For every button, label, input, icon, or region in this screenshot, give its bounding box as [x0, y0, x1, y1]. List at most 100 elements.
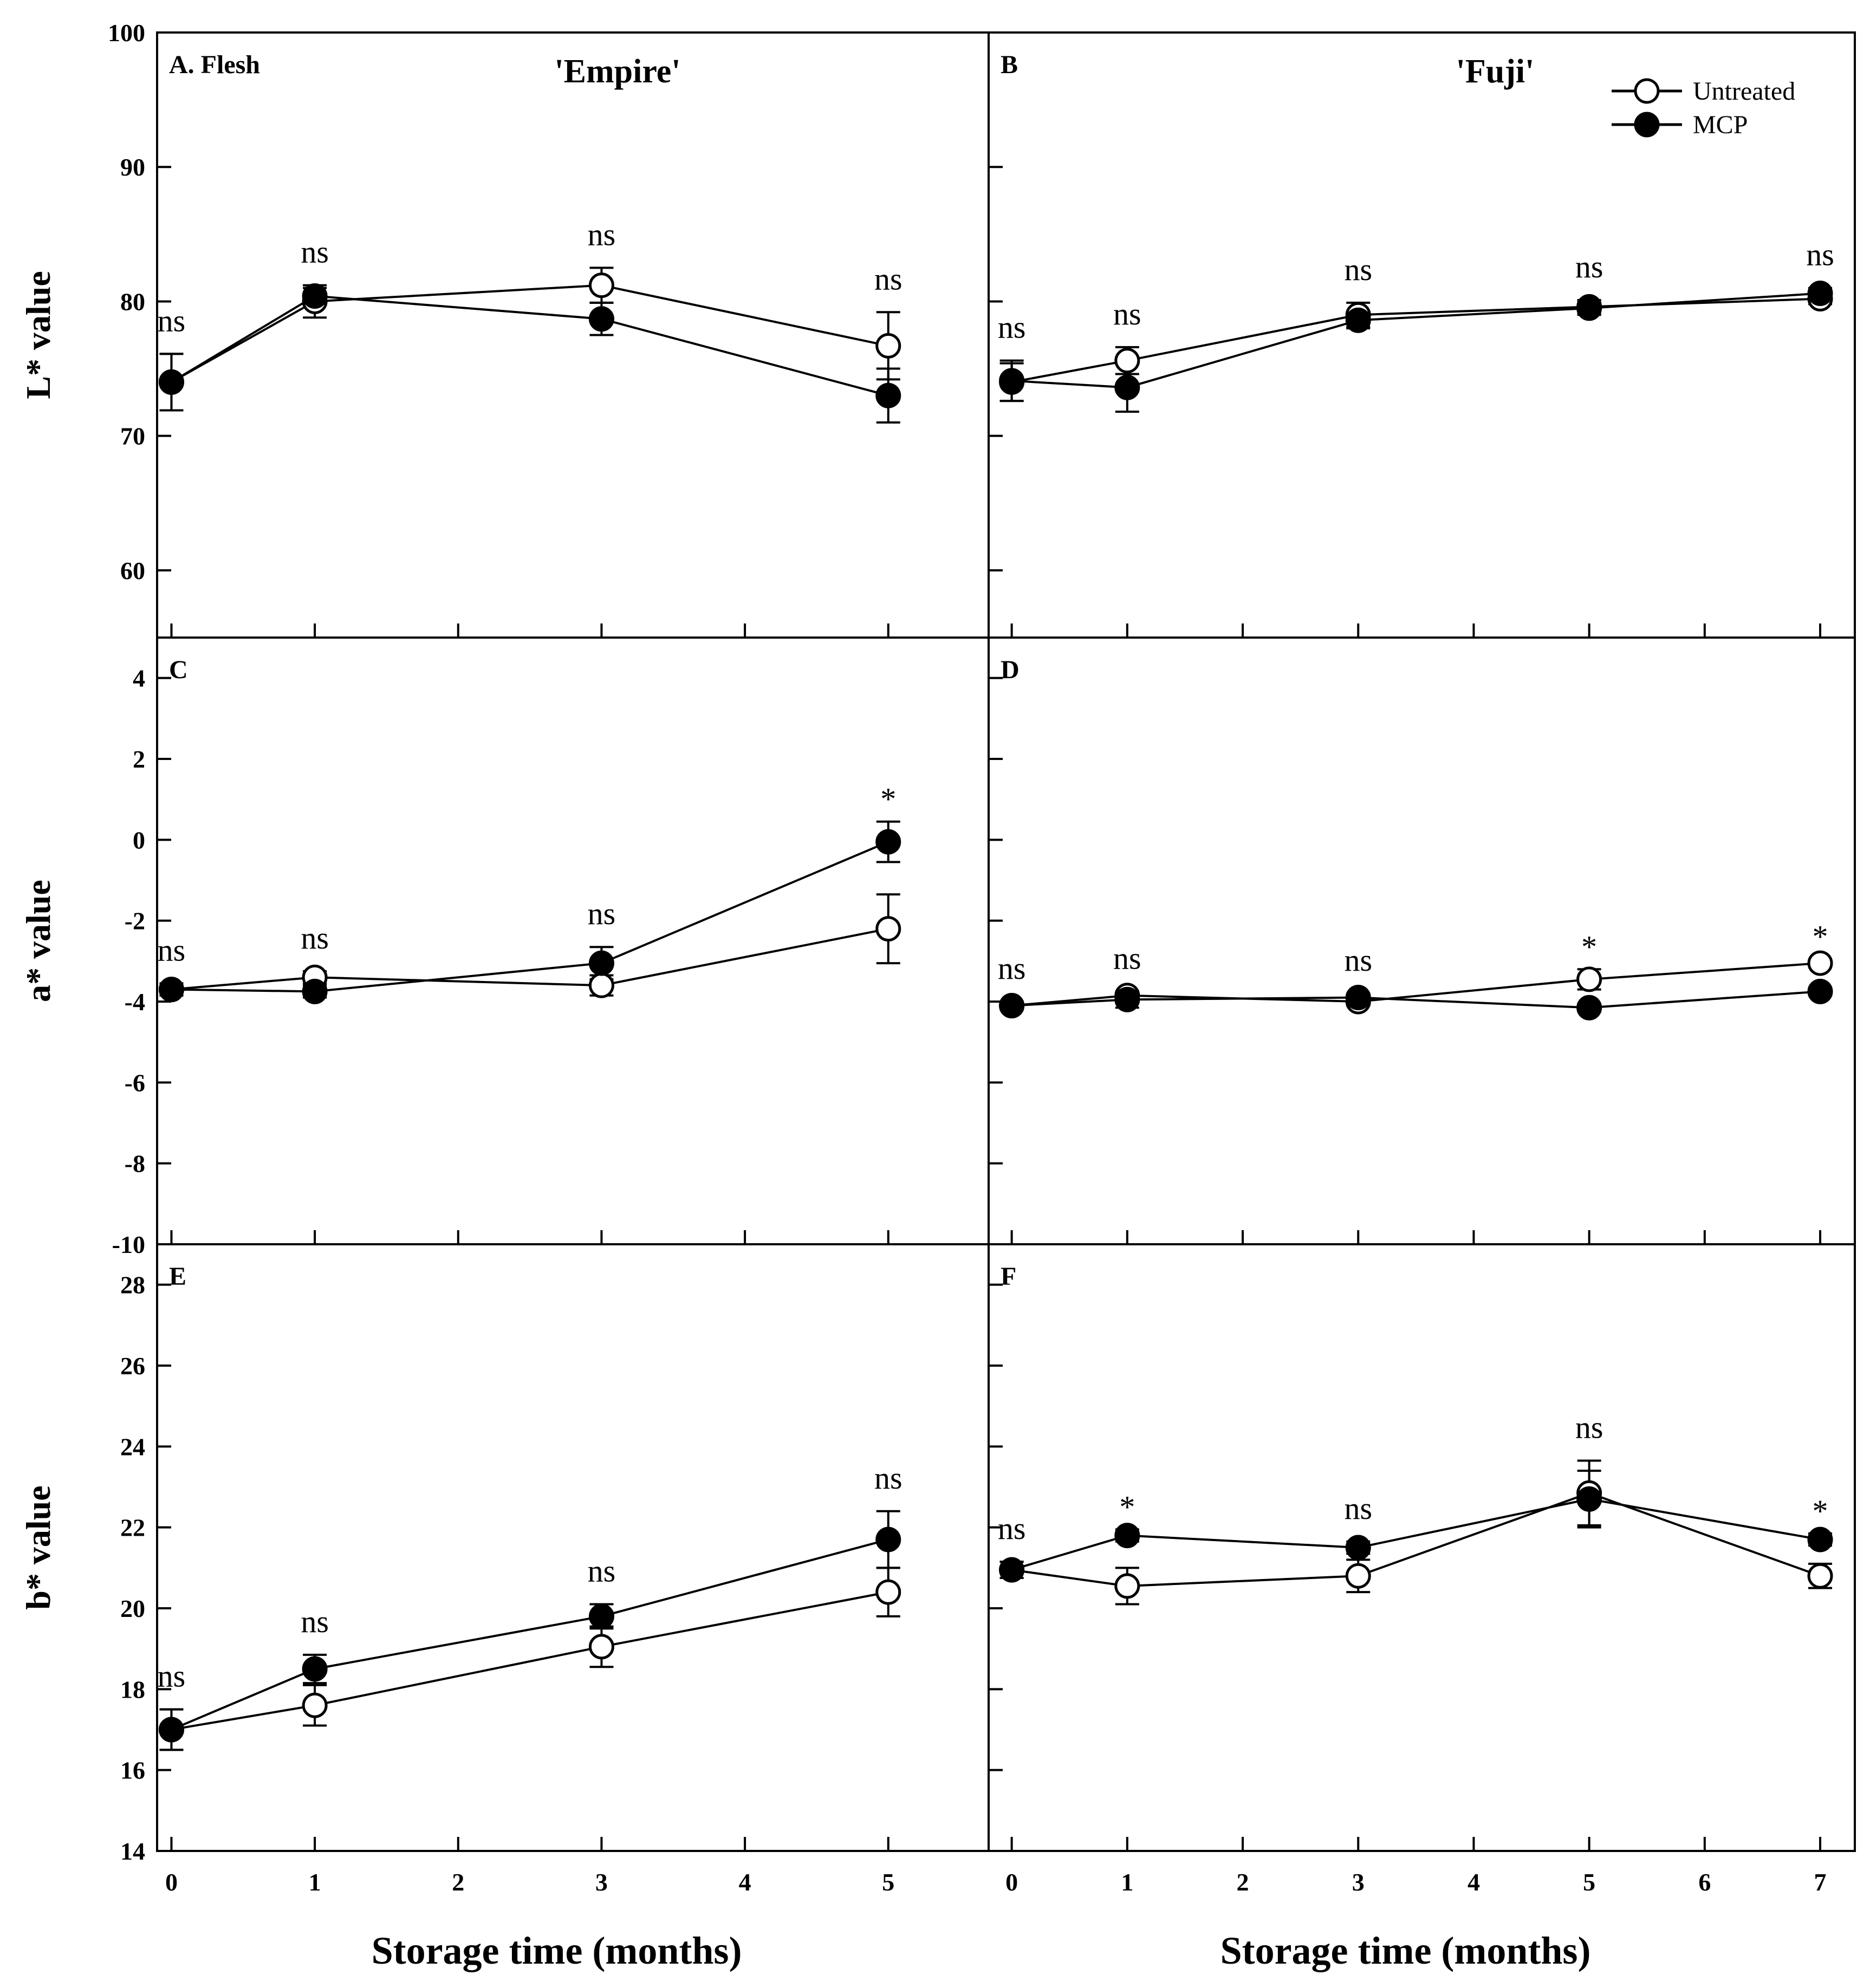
panel-frame	[988, 1243, 1856, 1852]
data-point-untreated	[1807, 950, 1833, 976]
data-point-untreated	[1576, 966, 1602, 992]
data-point-untreated	[875, 333, 901, 359]
panel-b: Bns ns ns ns ns	[998, 50, 1834, 413]
significance-label: ns	[158, 1659, 186, 1694]
significance-label: ns	[1113, 296, 1141, 332]
data-point-mcp	[875, 829, 901, 855]
y-tick-label: 14	[120, 1837, 145, 1865]
significance-label: *	[1119, 1489, 1135, 1524]
y-tick-label: 100	[108, 19, 145, 47]
data-point-mcp	[302, 978, 328, 1004]
y-tick-label: 2	[133, 745, 145, 773]
data-point-mcp	[1576, 995, 1602, 1021]
y-axis-label-l: L* value	[19, 271, 57, 399]
data-point-mcp	[588, 306, 614, 332]
significance-label: ns	[1344, 252, 1372, 287]
significance-label: *	[1581, 929, 1597, 964]
data-point-mcp	[875, 1526, 901, 1552]
x-tick-label: 1	[1121, 1868, 1133, 1896]
data-point-mcp	[158, 1717, 184, 1743]
y-tick-label: 80	[120, 288, 145, 315]
data-point-mcp	[588, 950, 614, 976]
panel-label: E	[169, 1262, 186, 1291]
series-line-mcp	[171, 841, 889, 993]
y-tick-label: 90	[120, 153, 145, 181]
legend-marker-untreated	[1634, 78, 1660, 104]
x-tick-label: 0	[1005, 1868, 1018, 1896]
data-point-mcp	[302, 1656, 328, 1682]
panel-c: Cns ns ns *	[158, 655, 901, 1004]
data-point-untreated	[875, 1579, 901, 1605]
column-title-fuji: 'Fuji'	[1456, 53, 1535, 90]
data-point-mcp	[1807, 978, 1833, 1004]
panel-frames	[156, 31, 1856, 1852]
data-point-mcp	[158, 977, 184, 1003]
data-point-mcp	[1114, 986, 1140, 1012]
significance-label: ns	[1806, 237, 1834, 272]
significance-label: *	[1813, 919, 1828, 954]
y-tick-label: 28	[120, 1271, 145, 1299]
data-point-mcp	[1807, 281, 1833, 307]
data-point-untreated	[588, 272, 614, 298]
significance-label: ns	[998, 1511, 1026, 1546]
y-tick-label: 0	[133, 826, 145, 854]
panel-d: Dns ns ns * *	[998, 655, 1833, 1021]
x-axis-label-empire: Storage time (months)	[372, 1929, 742, 1972]
significance-label: ns	[301, 235, 329, 270]
data-point-untreated	[1114, 348, 1140, 374]
y-tick-label: -4	[125, 988, 145, 1016]
x-tick-label: 3	[1352, 1868, 1365, 1896]
y-tick-label: -10	[112, 1231, 145, 1258]
data-point-mcp	[1114, 1523, 1140, 1549]
data-point-untreated	[875, 916, 901, 942]
data-point-mcp	[999, 368, 1025, 394]
x-tick-label: 5	[1583, 1868, 1595, 1896]
significance-label: ns	[1113, 940, 1141, 976]
data-point-mcp	[875, 382, 901, 408]
significance-label: ns	[588, 1554, 616, 1589]
data-point-mcp	[1345, 307, 1371, 333]
data-point-untreated	[1345, 1563, 1371, 1589]
panel-label: F	[1001, 1262, 1016, 1291]
data-point-mcp	[302, 283, 328, 309]
legend: Untreated MCP	[1612, 77, 1795, 139]
significance-label: ns	[1344, 943, 1372, 978]
data-point-untreated	[588, 972, 614, 998]
panel-f: Fns * ns ns *	[998, 1262, 1833, 1606]
y-tick-label: 4	[133, 665, 145, 692]
significance-label: ns	[588, 217, 616, 252]
y-axis-label-a: a* value	[19, 880, 57, 1002]
series-line-untreated	[171, 927, 889, 991]
significance-label: ns	[874, 261, 902, 296]
legend-label-untreated: Untreated	[1693, 77, 1795, 106]
panel-a: A. Flesh ns ns ns ns	[158, 50, 902, 424]
x-tick-label: 2	[452, 1868, 464, 1896]
data-point-mcp	[1345, 1535, 1371, 1561]
panel-label: D	[1001, 655, 1020, 684]
significance-label: ns	[588, 896, 616, 931]
data-point-untreated	[1114, 1573, 1140, 1599]
significance-label: ns	[301, 920, 329, 956]
x-tick-label: 1	[309, 1868, 321, 1896]
data-point-mcp	[1576, 295, 1602, 321]
panel-label: B	[1001, 50, 1018, 79]
y-tick-label: -2	[125, 907, 145, 935]
panel-e: Ens ns ns ns	[158, 1262, 902, 1751]
series-line-mcp	[171, 1538, 889, 1731]
x-tick-label: 6	[1698, 1868, 1711, 1896]
data-point-untreated	[1807, 1563, 1833, 1589]
y-tick-label: 16	[120, 1757, 145, 1784]
data-point-mcp	[999, 1557, 1025, 1583]
y-tick-label: 18	[120, 1675, 145, 1703]
significance-label: *	[880, 782, 896, 817]
series-line-untreated	[171, 284, 889, 384]
x-tick-label: 4	[739, 1868, 751, 1896]
data-point-mcp	[1345, 985, 1371, 1011]
data-point-mcp	[1807, 1526, 1833, 1552]
data-point-mcp	[158, 369, 184, 395]
data-point-untreated	[302, 1692, 328, 1718]
x-tick-label: 3	[595, 1868, 608, 1896]
series-line-untreated	[171, 1591, 889, 1731]
x-tick-label: 4	[1468, 1868, 1480, 1896]
